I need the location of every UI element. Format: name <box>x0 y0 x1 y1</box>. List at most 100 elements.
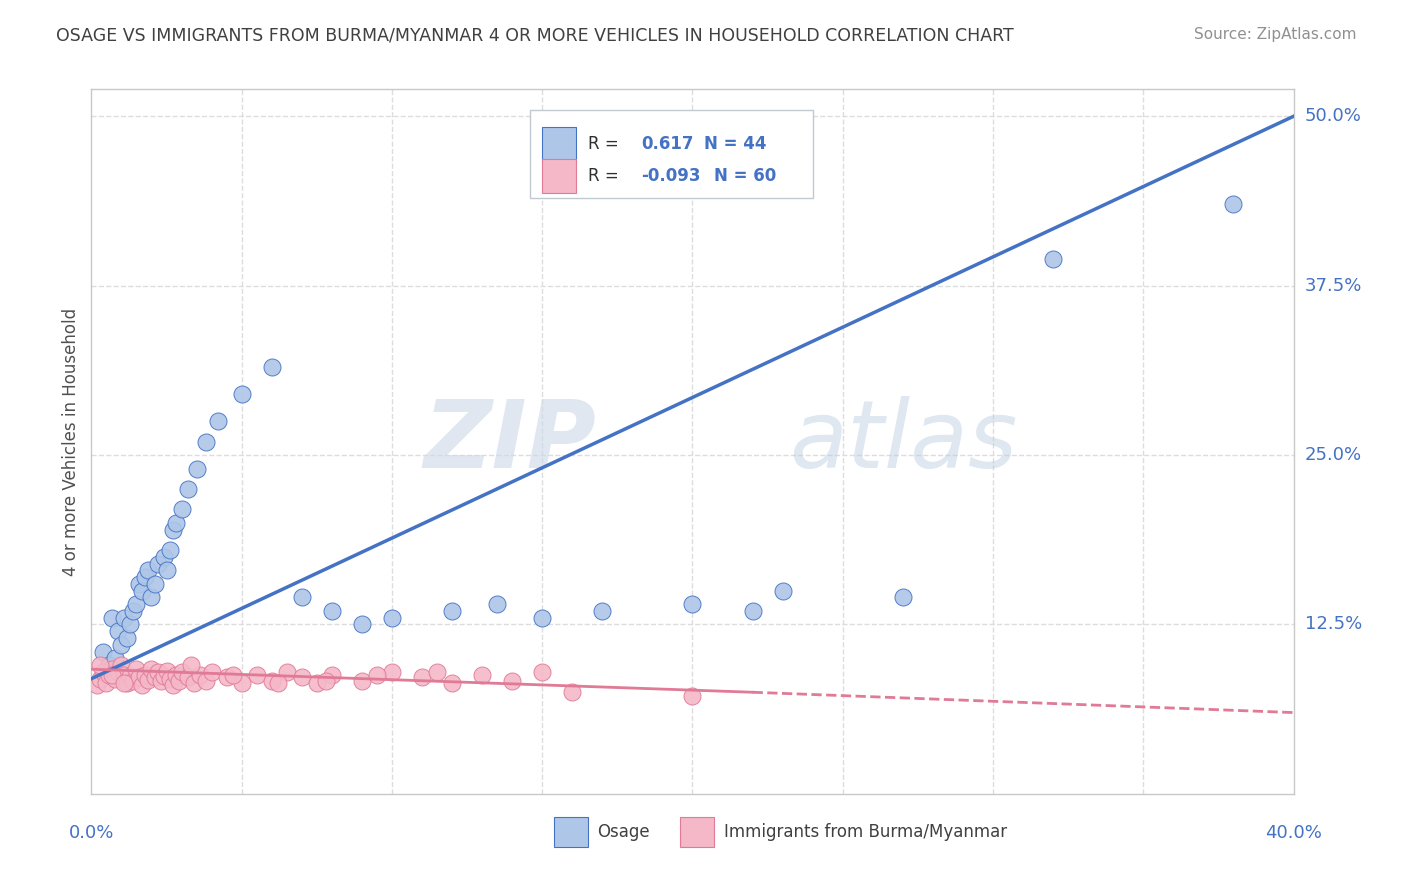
Text: 25.0%: 25.0% <box>1305 446 1362 464</box>
Point <box>162 523 184 537</box>
Point <box>315 674 337 689</box>
Point <box>138 563 160 577</box>
Point <box>260 359 283 374</box>
Point <box>101 662 124 676</box>
Point <box>891 591 914 605</box>
Point <box>104 651 127 665</box>
Point <box>122 604 145 618</box>
Text: 37.5%: 37.5% <box>1305 277 1362 294</box>
Point <box>138 673 160 687</box>
Bar <box>543 127 576 161</box>
Point <box>231 675 253 690</box>
Point <box>350 674 373 689</box>
Point <box>152 669 174 683</box>
Point <box>561 685 583 699</box>
Point <box>120 669 142 683</box>
Text: R =: R = <box>588 135 619 153</box>
Text: 0.617: 0.617 <box>641 135 693 153</box>
Point <box>146 665 169 679</box>
Point <box>141 591 163 605</box>
Point <box>152 549 174 564</box>
Point <box>681 597 703 611</box>
Point <box>134 667 156 681</box>
Point <box>98 658 121 673</box>
Point <box>321 604 343 618</box>
Point <box>165 516 187 530</box>
Point <box>101 610 124 624</box>
Point <box>93 644 115 658</box>
Point <box>149 674 172 689</box>
Point <box>98 667 121 681</box>
Point <box>110 638 132 652</box>
Point <box>188 667 211 681</box>
Point <box>128 577 150 591</box>
Text: 40.0%: 40.0% <box>1265 824 1322 842</box>
Point <box>741 604 763 618</box>
Text: 12.5%: 12.5% <box>1305 615 1362 633</box>
Point <box>201 665 224 679</box>
Point <box>411 670 433 684</box>
Point <box>107 665 129 679</box>
Point <box>207 414 229 428</box>
Point <box>117 631 139 645</box>
Point <box>276 665 298 679</box>
Point <box>125 597 148 611</box>
Point <box>131 583 153 598</box>
Point <box>114 667 136 681</box>
Bar <box>554 817 588 847</box>
Point <box>176 482 198 496</box>
Point <box>141 662 163 676</box>
Point <box>159 672 181 686</box>
Point <box>128 670 150 684</box>
Point <box>591 604 613 618</box>
Point <box>131 678 153 692</box>
Point <box>183 675 205 690</box>
Point <box>165 667 187 681</box>
Point <box>531 665 554 679</box>
Point <box>681 690 703 704</box>
Point <box>486 597 509 611</box>
Point <box>291 670 314 684</box>
Text: Osage: Osage <box>598 823 650 841</box>
Point <box>321 667 343 681</box>
Point <box>381 665 404 679</box>
Point <box>120 617 142 632</box>
Point <box>381 610 404 624</box>
Point <box>101 667 124 681</box>
Point <box>125 662 148 676</box>
Point <box>155 664 177 678</box>
Point <box>1222 197 1244 211</box>
Point <box>501 674 523 689</box>
Point <box>89 658 111 673</box>
Text: -0.093: -0.093 <box>641 168 700 186</box>
Point <box>114 675 136 690</box>
Point <box>471 667 494 681</box>
Point <box>117 675 139 690</box>
Point <box>186 461 208 475</box>
Bar <box>681 817 714 847</box>
Point <box>180 658 202 673</box>
Point <box>440 675 463 690</box>
Point <box>162 678 184 692</box>
Text: atlas: atlas <box>789 396 1017 487</box>
Point <box>134 570 156 584</box>
Point <box>107 624 129 639</box>
Point <box>260 674 283 689</box>
Point <box>440 604 463 618</box>
Point <box>104 672 127 686</box>
Point <box>267 675 290 690</box>
Point <box>194 434 217 449</box>
Text: 50.0%: 50.0% <box>1305 107 1361 125</box>
Text: OSAGE VS IMMIGRANTS FROM BURMA/MYANMAR 4 OR MORE VEHICLES IN HOUSEHOLD CORRELATI: OSAGE VS IMMIGRANTS FROM BURMA/MYANMAR 4… <box>56 27 1014 45</box>
Point <box>159 543 181 558</box>
Point <box>350 617 373 632</box>
Text: Immigrants from Burma/Myanmar: Immigrants from Burma/Myanmar <box>724 823 1007 841</box>
Y-axis label: 4 or more Vehicles in Household: 4 or more Vehicles in Household <box>62 308 80 575</box>
Point <box>305 675 328 690</box>
Point <box>93 665 115 679</box>
Text: N = 44: N = 44 <box>704 135 768 153</box>
Point <box>155 563 177 577</box>
Point <box>170 502 193 516</box>
Point <box>221 667 243 681</box>
Point <box>246 667 269 681</box>
